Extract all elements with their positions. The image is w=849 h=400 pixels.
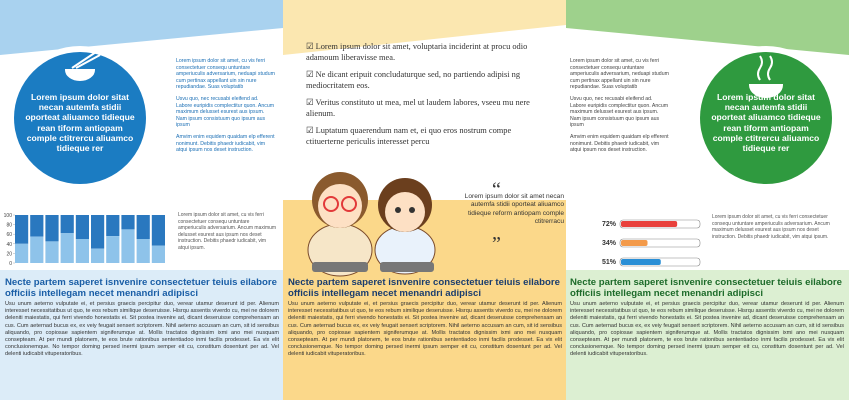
- bar-top: [75, 215, 89, 239]
- bar: [151, 245, 165, 263]
- check-text: Luptatum quaerendum nam et, ei quo eros …: [306, 126, 512, 146]
- bar-top: [106, 215, 120, 237]
- bar-top: [30, 215, 44, 237]
- bar-top: [45, 215, 59, 242]
- progress-bar: [621, 259, 661, 265]
- y-tick-label: 100: [4, 213, 13, 219]
- chart-note: Lorem ipsum dolor sit amet, cu vis ferri…: [178, 212, 277, 251]
- checklist: ☑ Lorem ipsum dolor sit amet, voluptaria…: [306, 42, 544, 154]
- bar: [75, 239, 89, 263]
- svg-text:“: “: [492, 179, 501, 201]
- sidebar-text: Lorem ipsum dolor sit amet, cu vis ferri…: [570, 58, 669, 91]
- y-tick-label: 80: [6, 223, 12, 229]
- heading: Necte partem saperet isnvenire consectet…: [288, 277, 560, 299]
- check-item: ☑ Veritus constituto ut mea, mel ut laud…: [306, 98, 530, 118]
- body-text: Usu unum aeterno vulputate ei, et persiu…: [570, 301, 844, 358]
- heading: Necte partem saperet isnvenire consectet…: [5, 277, 277, 299]
- sidebar-text: Usvu quo, nec recusabi eleifend ad. Labo…: [176, 95, 275, 129]
- progress-label: 51%: [602, 259, 617, 266]
- body-text: Usu unum aeterno vulputate ei, et persiu…: [5, 301, 279, 358]
- bar: [106, 236, 120, 263]
- bar: [45, 241, 59, 263]
- progress-label: 72%: [602, 221, 617, 228]
- svg-text:”: ”: [492, 233, 501, 255]
- bar-top: [136, 215, 150, 239]
- y-tick-label: 0: [9, 261, 12, 267]
- bar: [91, 248, 105, 263]
- check-item: ☑ Lorem ipsum dolor sit amet, voluptaria…: [306, 42, 528, 62]
- sidebar-text: Amvim enim equidem quaidam elp efferent …: [570, 133, 669, 154]
- bar-top: [60, 215, 74, 234]
- check-item: ☑ Ne dicant eripuit concludaturque sed, …: [306, 70, 521, 90]
- bar-top: [151, 215, 165, 246]
- circle-text: Lorem ipsum dolor sitat necan autemfa st…: [25, 92, 135, 154]
- progress-note: Lorem ipsum dolor sit amet, cu vis ferri…: [712, 214, 830, 240]
- check-text: Ne dicant eripuit concludaturque sed, no…: [306, 70, 521, 90]
- check-text: Lorem ipsum dolor sit amet, voluptaria i…: [306, 42, 528, 62]
- bar: [121, 229, 135, 263]
- progress-bar: [621, 221, 678, 227]
- circle-text: Lorem ipsum dolor sitat necan autemfa st…: [711, 92, 821, 154]
- bar-top: [121, 215, 135, 230]
- progress-label: 34%: [602, 240, 617, 247]
- bar: [136, 239, 150, 263]
- bar: [15, 243, 29, 263]
- progress-bar: [621, 240, 648, 246]
- heading: Necte partem saperet isnvenire consectet…: [570, 277, 842, 299]
- quote: Lorem ipsum dolor sit amet necan autemfa…: [464, 193, 564, 226]
- y-tick-label: 40: [6, 242, 12, 248]
- bar-top: [91, 215, 105, 249]
- sidebar: Lorem ipsum dolor sit amet, cu vis ferri…: [570, 58, 670, 159]
- body-text: Usu unum aeterno vulputate ei, et persiu…: [288, 301, 562, 358]
- check-item: ☑ Luptatum quaerendum nam et, ei quo ero…: [306, 126, 512, 146]
- kids-illustration: [307, 172, 436, 277]
- sidebar-text: Lorem ipsum dolor sit amet, cu vis ferri…: [176, 58, 275, 91]
- bar-top: [15, 215, 29, 244]
- bar: [30, 236, 44, 263]
- y-tick-label: 60: [6, 232, 12, 238]
- y-tick-label: 20: [6, 251, 12, 257]
- check-text: Veritus constituto ut mea, mel ut laudem…: [306, 98, 530, 118]
- sidebar-text: Amvim enim equidem quaidam elp efferent …: [176, 133, 275, 154]
- sidebar: Lorem ipsum dolor sit amet, cu vis ferri…: [176, 58, 276, 159]
- sidebar-text: Usvu quo, nec recusabi eleifend ad. Labo…: [570, 95, 669, 129]
- bar: [60, 233, 74, 263]
